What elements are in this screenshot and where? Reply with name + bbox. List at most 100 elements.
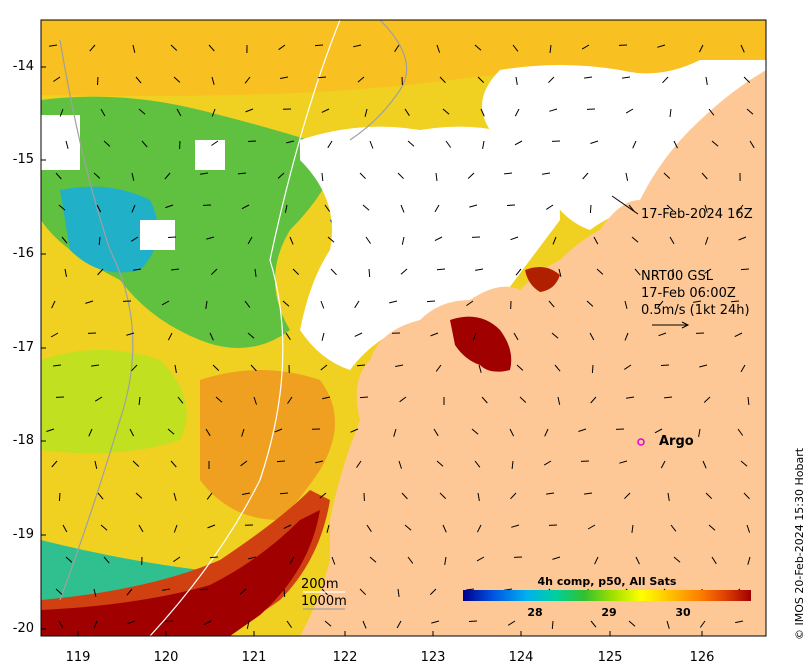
current-vector — [660, 460, 666, 469]
current-vector — [97, 76, 99, 86]
current-vector — [436, 460, 444, 467]
current-vector — [389, 300, 398, 304]
current-vector — [283, 588, 286, 598]
current-vector — [245, 108, 254, 113]
plot-frame — [40, 19, 767, 637]
current-vector — [203, 620, 212, 626]
current-vector — [404, 524, 412, 531]
current-vector — [622, 76, 631, 79]
current-vector — [507, 620, 516, 626]
current-vector — [514, 140, 523, 146]
current-vector — [356, 460, 362, 468]
current-vector — [85, 300, 94, 304]
current-vector — [400, 204, 405, 213]
current-vector — [624, 300, 628, 309]
timestamp-pointer — [611, 195, 639, 215]
current-vector — [669, 236, 675, 245]
sst-lime-patch — [41, 350, 187, 454]
current-vector — [670, 524, 677, 532]
current-vector — [654, 428, 663, 434]
sst-green-patch — [41, 96, 340, 349]
current-vector — [476, 556, 485, 562]
current-vector — [466, 300, 474, 307]
current-vector — [480, 108, 485, 117]
current-vector — [549, 44, 552, 53]
current-vector — [673, 140, 678, 149]
current-vector — [96, 204, 102, 213]
current-vector — [401, 236, 405, 245]
current-vector — [103, 556, 110, 564]
current-vector — [176, 108, 182, 117]
current-vector — [657, 44, 666, 48]
current-vector — [93, 588, 97, 597]
current-vector — [165, 204, 174, 209]
current-vector — [548, 300, 555, 308]
current-vector — [743, 76, 751, 83]
current-vector — [320, 364, 328, 371]
current-vector — [285, 332, 291, 340]
current-vector — [474, 44, 482, 51]
current-vector — [286, 620, 293, 628]
current-vector — [743, 492, 750, 500]
current-vector — [664, 396, 673, 399]
current-vector — [289, 236, 294, 245]
current-vector — [209, 556, 219, 559]
current-vector — [442, 108, 450, 115]
current-vector — [91, 364, 100, 367]
current-vector — [138, 108, 146, 115]
current-vector — [634, 268, 641, 276]
cloud-spots — [140, 140, 225, 250]
current-vector — [439, 76, 446, 84]
current-vector — [279, 492, 289, 495]
current-vectors — [46, 44, 755, 630]
current-vector — [173, 524, 178, 533]
current-vector — [705, 492, 713, 499]
current-vector — [132, 44, 136, 53]
current-vector — [701, 172, 708, 180]
current-vector — [666, 204, 674, 211]
current-vector — [506, 204, 516, 206]
current-vector — [436, 268, 446, 271]
current-vector — [167, 428, 175, 435]
current-vector — [740, 460, 748, 467]
current-vector — [663, 172, 671, 179]
current-vector — [126, 332, 135, 336]
y-tick-label: -18 — [12, 433, 34, 448]
current-vector — [129, 428, 135, 437]
current-vector — [161, 300, 170, 306]
current-vector — [657, 300, 664, 308]
current-vector — [58, 620, 64, 629]
y-tick-label: -19 — [12, 527, 34, 542]
current-scale-label: 0.5m/s (1kt 24h) — [641, 303, 750, 318]
current-vector — [699, 364, 708, 368]
current-vector — [477, 492, 480, 501]
current-vector — [554, 364, 561, 372]
current-vector — [703, 396, 711, 403]
current-vector — [276, 460, 286, 463]
isobath-1000m-line-east — [349, 20, 408, 141]
current-vector — [549, 108, 558, 112]
current-vector — [353, 44, 362, 48]
current-vector — [246, 620, 250, 629]
current-vector — [512, 44, 519, 52]
current-vector — [283, 524, 292, 529]
current-vector — [97, 492, 104, 500]
current-vector — [209, 332, 214, 341]
current-vector — [170, 44, 178, 51]
current-vector — [624, 492, 631, 500]
current-vector — [133, 268, 142, 271]
current-vector — [100, 108, 106, 117]
current-vector — [93, 620, 98, 629]
current-vector — [103, 140, 111, 147]
current-vector — [407, 140, 415, 147]
current-vector — [164, 172, 171, 180]
current-vector — [625, 172, 629, 181]
current-vector — [632, 140, 637, 149]
current-vector — [475, 268, 484, 271]
current-vector — [591, 364, 594, 374]
scale-arrow-head — [681, 321, 690, 329]
current-vector — [469, 204, 478, 208]
current-vector — [237, 172, 247, 175]
current-vector — [504, 172, 513, 175]
current-vector — [369, 140, 374, 149]
